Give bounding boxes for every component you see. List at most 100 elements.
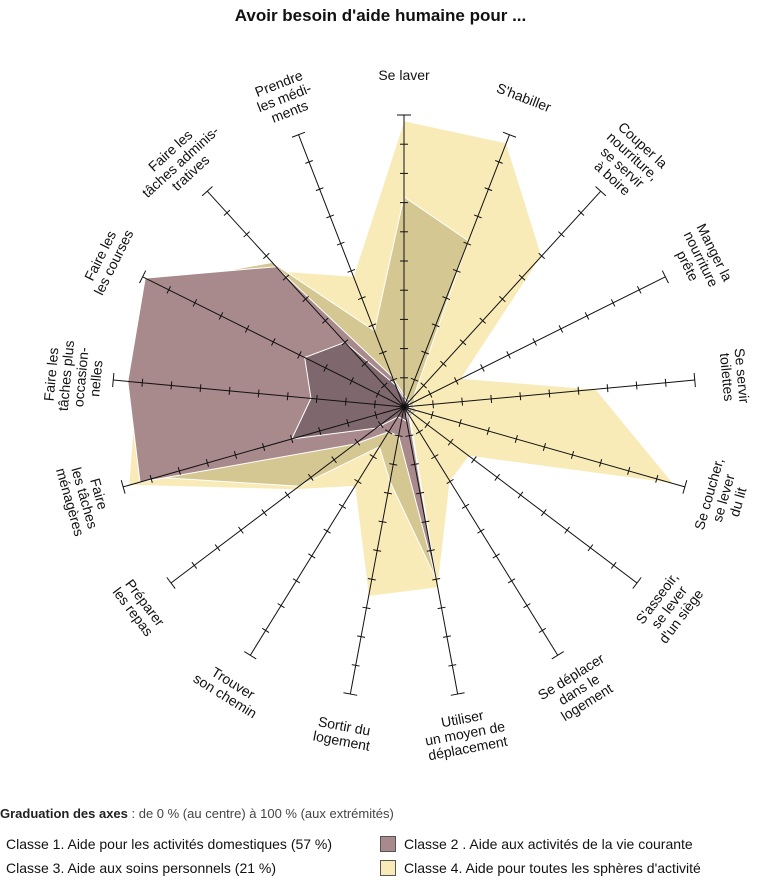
axis-tick [357, 635, 366, 638]
scale-note-text: : de 0 % (au centre) à 100 % (aux extrém… [127, 806, 394, 821]
axis-tick [463, 241, 472, 246]
axis-tick [506, 351, 511, 359]
axis-tick [351, 664, 360, 667]
axis-tick [431, 454, 439, 460]
axis-tick [199, 384, 202, 393]
axis-tick [243, 231, 250, 238]
axis-tick [343, 692, 358, 696]
axis-label: Se servir [732, 347, 753, 404]
axis-tick [228, 386, 231, 395]
axis-tick [373, 549, 382, 552]
axis-tick [548, 389, 551, 398]
axis-tick [357, 296, 366, 300]
axis-tick [442, 635, 451, 638]
legend-label-class-4: Classe 4. Aide pour toutes les sphères d… [404, 860, 701, 876]
axis-tick [177, 466, 181, 475]
axis-tick [655, 474, 659, 483]
axis-tick [637, 286, 642, 294]
axis-label: S'habiller [494, 80, 553, 116]
axis-tick [141, 378, 144, 387]
axis-tick [344, 397, 347, 406]
axis-tick [532, 338, 537, 346]
axis-tick [421, 520, 430, 524]
axis-tick [426, 549, 435, 552]
axis-tick [326, 214, 335, 219]
axis-tick [461, 503, 470, 509]
axis-tick [166, 577, 176, 589]
axis-tick [201, 186, 213, 197]
legend-label-class-3: Classe 3. Aide aux soins personnels (21 … [6, 860, 277, 876]
axis-tick [437, 606, 446, 610]
axis-tick [492, 553, 500, 559]
axis-tick [139, 270, 147, 284]
axis-tick [432, 577, 441, 581]
axis-tick [302, 296, 309, 303]
axis-tick [338, 503, 347, 509]
axis-tick [410, 463, 419, 466]
axis-tick [315, 394, 318, 403]
axis-tick [120, 480, 126, 494]
axis-tick [290, 434, 294, 443]
axes-layer [112, 114, 696, 696]
legend-right: Classe 2 . Aide aux activités de la vie … [380, 832, 701, 880]
axis-tick [632, 577, 642, 589]
axis-tick [394, 434, 403, 437]
axis-tick [349, 377, 354, 385]
axis-tick [517, 491, 524, 499]
axis-tick [523, 603, 531, 609]
axis-tick [282, 274, 290, 281]
axis-tick [377, 421, 384, 429]
chart-title: Avoir besoin d'aide humaine pour ... [234, 6, 527, 25]
axis-tick [368, 323, 377, 328]
axis-tick [149, 474, 153, 483]
legend-item-class-2: Classe 2 . Aide aux activités de la vie … [380, 832, 701, 856]
axis-tick [486, 426, 490, 435]
axis-tick [341, 339, 349, 346]
axis-label: Utiliser [440, 707, 485, 731]
labels-layer: Se laver S'habiller Couper lanourriture,se… [41, 67, 753, 763]
axis-tick [205, 458, 209, 467]
axis-tick [238, 526, 244, 534]
axis-tick [214, 544, 221, 552]
axis-tick [354, 478, 362, 485]
axis-tick [450, 692, 465, 696]
axis-tick [191, 561, 198, 569]
axis-tick [538, 627, 547, 633]
axis-tick [389, 463, 398, 466]
axis-tick [477, 528, 485, 534]
axis-tick [484, 187, 493, 192]
axis-tick [577, 386, 580, 395]
axis-tick [383, 491, 392, 495]
axis-tick [454, 377, 459, 385]
axis-tick [261, 627, 270, 633]
axis-tick [564, 526, 570, 534]
axis-tick [308, 553, 316, 559]
axis-label: toilettes [717, 352, 737, 402]
axis-tick [558, 231, 565, 238]
axis-tick [551, 651, 564, 660]
axis-tick [421, 350, 430, 355]
axis-tick [112, 373, 115, 388]
axis-tick [416, 491, 425, 495]
axis-tick [323, 364, 328, 372]
axis-tick [331, 456, 337, 464]
axis-tick [558, 325, 564, 333]
legend-swatch-class-4 [380, 860, 396, 876]
axis-tick [218, 312, 224, 320]
axis-tick [479, 317, 486, 324]
axis-tick [610, 299, 616, 307]
axis-tick [375, 390, 381, 398]
axis-tick [427, 390, 433, 398]
axis-tick [257, 389, 260, 398]
axis-tick [336, 241, 345, 246]
axis-tick [514, 434, 518, 443]
